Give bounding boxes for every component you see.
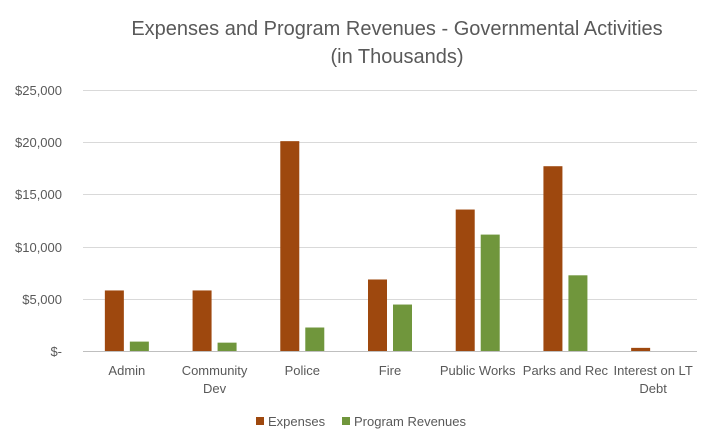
y-tick-label: $5,000 — [22, 292, 62, 307]
legend-swatch — [256, 417, 264, 425]
legend-label: Expenses — [268, 414, 326, 429]
bar-program-revenues — [129, 341, 149, 351]
bar-program-revenues — [568, 275, 588, 351]
bars — [104, 141, 651, 351]
chart-title-line-2: (in Thousands) — [330, 46, 463, 68]
x-tick-label: Dev — [203, 381, 227, 396]
y-tick-label: $25,000 — [15, 83, 62, 98]
bar-expenses — [455, 209, 475, 351]
bar-program-revenues — [217, 342, 237, 351]
bar-expenses — [280, 141, 300, 351]
y-tick-label: $20,000 — [15, 135, 62, 150]
x-tick-label: Admin — [108, 363, 145, 378]
bar-expenses — [192, 290, 212, 351]
legend-label: Program Revenues — [354, 414, 466, 429]
bar-program-revenues — [480, 234, 500, 351]
y-axis: $- $5,000 $10,000 $15,000 $20,000 $25,000 — [15, 83, 62, 359]
bar-expenses — [104, 290, 124, 351]
legend: Expenses Program Revenues — [256, 414, 466, 429]
y-tick-label: $15,000 — [15, 187, 62, 202]
bar-expenses — [368, 279, 387, 351]
x-tick-label: Interest on LT — [614, 363, 693, 378]
x-tick-label: Fire — [379, 363, 401, 378]
x-tick-label: Police — [285, 363, 320, 378]
x-tick-label: Community — [182, 363, 248, 378]
gridlines — [83, 90, 697, 352]
chart-title: Expenses and Program Revenues - Governme… — [131, 18, 662, 68]
legend-swatch — [342, 417, 350, 425]
x-tick-label: Parks and Rec — [523, 363, 609, 378]
bar-program-revenues — [393, 304, 412, 351]
x-axis: Admin Community Dev Police Fire Public Works P… — [108, 363, 692, 396]
bar-expenses — [631, 347, 651, 351]
x-tick-label: Public Works — [440, 363, 516, 378]
chart-title-line-1: Expenses and Program Revenues - Governme… — [131, 18, 662, 40]
bar-program-revenues — [305, 327, 325, 351]
y-tick-label: $10,000 — [15, 240, 62, 255]
x-tick-label: Debt — [639, 381, 667, 396]
bar-expenses — [543, 166, 563, 351]
y-tick-label: $- — [50, 344, 62, 359]
